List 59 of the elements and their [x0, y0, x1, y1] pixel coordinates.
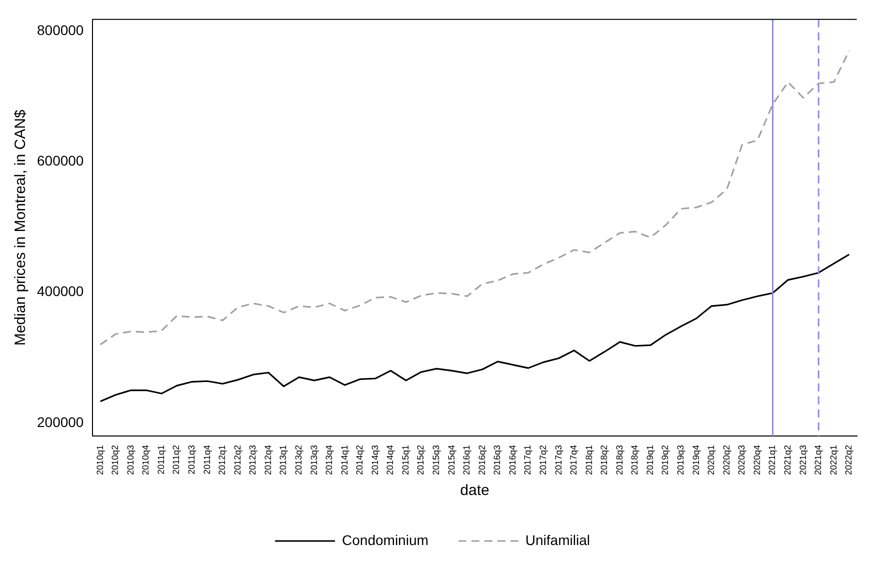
x-tick-label: 2017q3 [553, 444, 564, 476]
x-tick-label: 2010q2 [110, 444, 120, 476]
x-tick-label: 2017q1 [522, 444, 533, 476]
x-tick-label: 2013q2 [294, 444, 304, 476]
x-tick-label: 2018q2 [599, 444, 610, 476]
x-tick-label: 2012q4 [262, 444, 273, 476]
x-axis-title: date [460, 482, 490, 500]
x-tick-label: 2017q4 [568, 444, 579, 476]
y-axis-title: Median prices in Montreal, in CAN$ [12, 109, 30, 346]
x-tick-label: 2021q2 [782, 444, 792, 476]
x-tick-label: 2019q3 [676, 444, 686, 476]
x-tick-label: 2015q4 [446, 444, 456, 476]
y-tick-label: 800000 [37, 22, 84, 38]
x-tick-label: 2021q4 [813, 444, 824, 476]
x-tick-label: 2014q2 [354, 444, 365, 476]
x-tick-label: 2011q2 [171, 444, 182, 474]
x-tick-label: 2018q3 [614, 444, 624, 476]
legend-label: Condominium [342, 532, 428, 548]
x-tick-label: 2015q3 [431, 444, 442, 476]
x-tick-label: 2010q1 [94, 444, 105, 476]
y-tick-label: 200000 [37, 414, 84, 430]
y-tick-label: 600000 [37, 152, 84, 169]
x-tick-label: 2010q4 [140, 444, 151, 476]
x-tick-label: 2011q1 [156, 444, 166, 474]
x-tick-label: 2011q4 [202, 444, 212, 474]
x-tick-label: 2020q2 [721, 444, 732, 476]
x-tick-label: 2020q4 [752, 444, 762, 476]
x-tick-label: 2021q3 [798, 444, 808, 476]
x-tick-label: 2012q3 [248, 444, 258, 476]
x-tick-label: 2020q3 [736, 444, 747, 476]
line-series [100, 50, 850, 346]
x-tick-label: 2013q1 [278, 444, 288, 476]
x-tick-label: 2016q4 [507, 444, 518, 476]
x-tick-label: 2011q3 [186, 444, 197, 474]
x-tick-label: 2013q4 [324, 444, 334, 476]
x-tick-label: 2014q4 [385, 444, 396, 476]
legend-label: Unifamilial [525, 532, 590, 548]
x-tick-label: 2016q3 [492, 444, 502, 476]
x-tick-label: 2012q1 [217, 444, 228, 476]
x-tick-label: 2022q1 [828, 444, 838, 476]
x-tick-label: 2015q1 [400, 444, 410, 476]
x-tick-label: 2012q2 [232, 444, 242, 476]
x-tick-label: 2019q1 [644, 444, 655, 476]
x-tick-label: 2021q1 [767, 444, 778, 476]
x-tick-label: 2016q1 [462, 444, 472, 476]
x-tick-label: 2019q4 [690, 444, 701, 476]
x-tick-label: 2022q2 [844, 444, 854, 476]
y-tick-label: 400000 [37, 283, 84, 300]
x-tick-label: 2017q2 [538, 444, 548, 476]
x-tick-label: 2020q1 [706, 444, 716, 476]
x-tick-label: 2016q2 [476, 444, 487, 476]
x-tick-label: 2013q3 [308, 444, 319, 476]
x-tick-label: 2019q2 [660, 444, 670, 476]
x-tick-label: 2014q3 [370, 444, 380, 476]
x-tick-label: 2015q2 [416, 444, 426, 476]
x-tick-label: 2014q1 [339, 444, 350, 476]
x-tick-label: 2018q1 [584, 444, 594, 476]
x-tick-label: 2010q3 [125, 444, 136, 476]
x-tick-label: 2018q4 [630, 444, 640, 476]
